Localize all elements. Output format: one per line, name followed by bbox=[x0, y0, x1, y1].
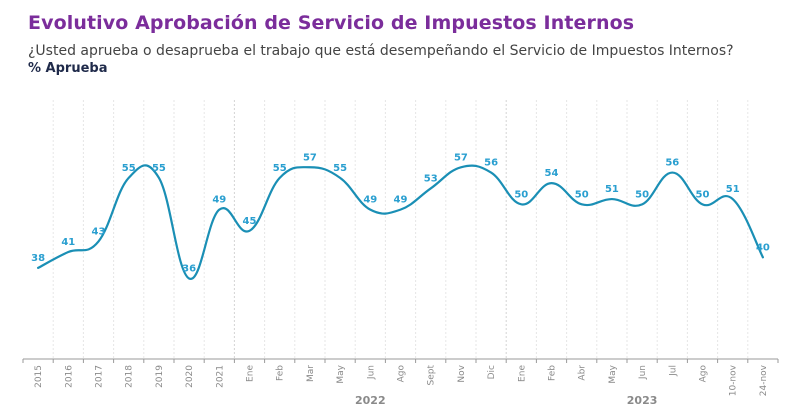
data-label: 56 bbox=[484, 158, 498, 169]
x-tick-label: Jun bbox=[638, 365, 648, 380]
x-tick-label: 2015 bbox=[34, 365, 44, 388]
x-tick-label: May bbox=[608, 364, 618, 383]
data-label: 40 bbox=[756, 242, 770, 253]
data-label: 41 bbox=[61, 237, 75, 248]
x-tick-label: Sept bbox=[427, 365, 437, 386]
data-label: 38 bbox=[31, 253, 45, 264]
data-label: 54 bbox=[545, 168, 559, 179]
data-label: 49 bbox=[212, 195, 226, 206]
data-label: 50 bbox=[696, 189, 710, 200]
x-tick-label: 2017 bbox=[95, 365, 105, 388]
metric-label: % Aprueba bbox=[28, 61, 108, 76]
data-label: 55 bbox=[122, 163, 136, 174]
x-tick-label: 2020 bbox=[185, 365, 195, 388]
data-label: 49 bbox=[363, 195, 377, 206]
data-label: 55 bbox=[152, 163, 166, 174]
data-label: 45 bbox=[243, 216, 257, 227]
x-tick-label: Mar bbox=[306, 365, 316, 382]
data-label: 55 bbox=[333, 163, 347, 174]
data-label: 49 bbox=[394, 195, 408, 206]
x-tick-label: Ago bbox=[397, 365, 407, 383]
year-group-label: 2023 bbox=[627, 394, 658, 407]
data-label: 50 bbox=[575, 189, 589, 200]
year-group-label: 2022 bbox=[355, 394, 386, 407]
x-tick-label: Dic bbox=[487, 365, 497, 379]
chart-subtitle: ¿Usted aprueba o desaprueba el trabajo q… bbox=[28, 43, 734, 59]
data-label: 57 bbox=[454, 152, 468, 163]
data-label: 50 bbox=[514, 189, 528, 200]
x-tick-label: Nov bbox=[457, 364, 467, 382]
chart-title: Evolutivo Aprobación de Servicio de Impu… bbox=[28, 12, 635, 34]
x-tick-label: Jun bbox=[366, 365, 376, 380]
x-tick-label: 24-nov bbox=[759, 364, 769, 396]
data-label: 57 bbox=[303, 152, 317, 163]
data-label: 51 bbox=[605, 184, 619, 195]
x-tick-label: 10-nov bbox=[729, 364, 739, 396]
x-axis bbox=[22, 358, 779, 363]
data-label: 50 bbox=[635, 189, 649, 200]
x-tick-label: 2021 bbox=[215, 365, 225, 388]
data-label: 36 bbox=[182, 263, 196, 274]
data-label: 43 bbox=[92, 226, 106, 237]
x-tick-label: Feb bbox=[276, 365, 286, 381]
year-group-labels: 2022 2023 bbox=[355, 394, 657, 407]
x-tick-label: 2016 bbox=[64, 365, 74, 388]
x-tick-label: Ene bbox=[246, 365, 256, 382]
x-tick-label: Jul bbox=[668, 365, 678, 377]
x-tick-label: 2018 bbox=[125, 365, 135, 388]
series-line bbox=[37, 164, 764, 280]
x-tick-label: 2019 bbox=[155, 365, 165, 388]
data-labels: 38 41 43 55 55 36 49 45 55 57 55 49 49 53 57 56 50 54 50 51… bbox=[31, 152, 770, 274]
data-label: 51 bbox=[726, 184, 740, 195]
x-tick-label: May bbox=[336, 364, 346, 383]
x-tick-labels: 2015 2016 2017 2018 2019 2020 2021 Ene Feb Mar May… bbox=[34, 364, 769, 396]
x-tick-label: Abr bbox=[578, 365, 588, 381]
data-label: 55 bbox=[273, 163, 287, 174]
x-tick-label: Feb bbox=[548, 365, 558, 381]
x-tick-label: Ago bbox=[699, 365, 709, 383]
x-tick-label: Ene bbox=[517, 365, 527, 382]
data-label: 56 bbox=[665, 158, 679, 169]
gridlines bbox=[52, 100, 749, 359]
data-label: 53 bbox=[424, 173, 438, 184]
